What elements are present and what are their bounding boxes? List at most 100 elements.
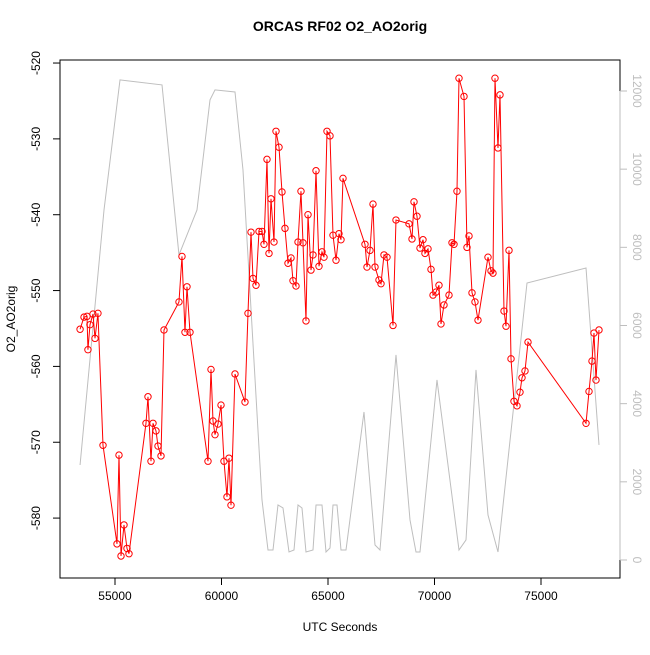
data-point	[450, 240, 458, 248]
data-point	[437, 320, 445, 328]
data-point	[416, 244, 424, 252]
data-point	[371, 263, 379, 271]
data-point	[392, 216, 400, 224]
chart-title: ORCAS RF02 O2_AO2orig	[253, 18, 427, 34]
data-point	[408, 235, 416, 243]
data-point	[252, 281, 260, 289]
data-point	[249, 274, 257, 283]
data-point	[460, 92, 468, 101]
data-point	[265, 249, 273, 258]
data-line	[79, 78, 600, 557]
data-point	[241, 398, 249, 406]
data-point	[270, 238, 278, 246]
data-point	[244, 309, 252, 318]
data-line	[79, 79, 600, 554]
data-point	[255, 227, 263, 236]
data-point	[287, 254, 295, 262]
y-axis-label: O2_AO2orig	[4, 286, 18, 353]
data-point	[448, 239, 456, 247]
y-tick-label: -540	[29, 202, 43, 226]
data-point	[427, 265, 435, 274]
data-point	[294, 238, 302, 246]
data-point	[183, 283, 191, 291]
data-point	[413, 212, 421, 220]
data-point	[326, 132, 334, 140]
data-point	[260, 240, 268, 248]
y2-tick-label: 12000	[630, 74, 644, 108]
data-point	[181, 328, 189, 336]
data-point	[178, 252, 186, 261]
data-point	[272, 127, 280, 135]
data-point	[207, 365, 215, 374]
data-point	[389, 321, 397, 330]
data-point	[502, 322, 510, 330]
data-point	[160, 326, 168, 334]
data-point	[154, 442, 162, 450]
data-point	[312, 167, 320, 175]
data-point	[375, 276, 383, 284]
data-point	[463, 243, 471, 252]
data-point	[281, 224, 289, 233]
data-point	[500, 307, 508, 315]
data-point	[231, 370, 239, 378]
data-point	[147, 457, 155, 465]
data-point	[302, 317, 310, 325]
data-point	[363, 263, 371, 271]
data-point	[267, 195, 275, 203]
data-point	[152, 427, 160, 435]
data-point	[227, 501, 235, 509]
data-point	[292, 282, 300, 290]
data-point	[405, 220, 413, 228]
data-point	[157, 452, 165, 460]
data-point	[99, 441, 107, 449]
data-point	[149, 419, 157, 427]
x-tick-label: 70000	[418, 589, 452, 603]
data-point	[175, 298, 183, 306]
data-point	[299, 239, 307, 247]
data-point	[496, 91, 504, 99]
data-point	[513, 402, 521, 410]
data-point	[494, 144, 502, 152]
y2-tick-label: 2000	[630, 468, 644, 495]
y-tick-label: -580	[29, 506, 43, 530]
data-point	[332, 256, 340, 264]
y2-tick-label: 0	[630, 557, 644, 564]
data-point	[86, 320, 94, 329]
data-point	[89, 310, 97, 318]
data-point	[455, 74, 463, 82]
data-point	[247, 228, 255, 236]
data-point	[484, 253, 492, 261]
data-point	[120, 521, 128, 529]
data-point	[524, 338, 532, 346]
data-point	[223, 493, 231, 501]
y-tick-label: -570	[29, 430, 43, 454]
data-point	[275, 143, 283, 151]
y2-tick-label: 10000	[630, 152, 644, 186]
data-point	[471, 298, 479, 306]
data-point	[491, 74, 499, 82]
y-tick-label: -520	[29, 51, 43, 75]
data-point	[142, 419, 150, 427]
data-point	[278, 188, 286, 196]
x-tick-label: 65000	[311, 589, 345, 603]
data-point	[440, 301, 448, 309]
data-point	[369, 200, 377, 208]
y2-tick-label: 6000	[630, 312, 644, 339]
data-point	[297, 187, 305, 195]
data-point	[489, 269, 497, 277]
data-point	[592, 376, 600, 384]
data-point	[115, 451, 123, 459]
y2-tick-label: 8000	[630, 234, 644, 261]
data-point	[487, 267, 495, 275]
data-point	[595, 326, 603, 334]
data-point	[518, 374, 526, 382]
data-point	[521, 367, 529, 375]
data-point	[117, 552, 125, 560]
x-tick-label: 55000	[98, 589, 132, 603]
data-point	[339, 174, 347, 183]
data-point	[211, 430, 219, 439]
data-point	[204, 457, 212, 465]
data-point	[304, 211, 312, 219]
data-point	[419, 236, 427, 244]
